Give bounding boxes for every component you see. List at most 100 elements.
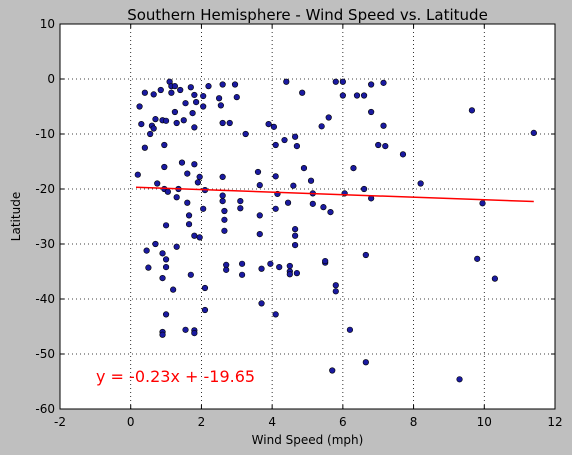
data-point — [183, 327, 189, 333]
data-point — [177, 87, 183, 93]
data-point — [340, 93, 346, 99]
y-tick-label: -10 — [35, 127, 55, 141]
data-point — [340, 79, 346, 85]
data-point — [216, 95, 222, 101]
data-point — [319, 124, 325, 130]
data-point — [163, 223, 169, 229]
data-point — [287, 263, 293, 269]
data-point — [186, 221, 192, 227]
data-point — [153, 241, 159, 247]
x-tick-label: 12 — [547, 415, 562, 429]
data-point — [142, 90, 148, 96]
data-point — [220, 174, 226, 180]
data-point — [160, 275, 166, 281]
data-point — [268, 261, 274, 267]
data-point — [184, 171, 190, 177]
data-point — [234, 94, 240, 100]
data-point — [170, 287, 176, 293]
data-point — [158, 87, 164, 93]
data-point — [276, 264, 282, 270]
data-point — [326, 115, 332, 121]
x-tick-label: 8 — [410, 415, 418, 429]
data-point — [259, 266, 265, 272]
data-point — [142, 145, 148, 151]
data-point — [282, 137, 288, 143]
data-point — [480, 201, 486, 207]
data-point — [163, 118, 169, 124]
data-point — [294, 270, 300, 276]
data-point — [321, 204, 327, 210]
data-point — [160, 332, 166, 338]
data-point — [273, 142, 279, 148]
data-point — [283, 79, 289, 85]
data-point — [174, 244, 180, 250]
data-point — [457, 377, 463, 383]
data-point — [257, 231, 263, 237]
data-point — [368, 109, 374, 115]
data-point — [144, 248, 150, 254]
data-point — [206, 83, 212, 89]
data-point — [135, 172, 141, 178]
data-point — [197, 235, 203, 241]
data-point — [220, 120, 226, 126]
y-axis-label: Latitude — [9, 192, 23, 241]
y-tick-label: 0 — [47, 72, 55, 86]
data-point — [192, 330, 198, 336]
data-point — [193, 99, 199, 105]
data-point — [328, 209, 334, 215]
data-point — [195, 180, 201, 186]
y-tick-label: -20 — [35, 182, 55, 196]
x-axis-label: Wind Speed (mph) — [252, 433, 364, 447]
data-point — [239, 272, 245, 278]
data-point — [418, 181, 424, 187]
data-point — [202, 285, 208, 291]
data-point — [292, 226, 298, 232]
data-point — [162, 164, 168, 170]
data-point — [333, 282, 339, 288]
x-tick-label: 2 — [198, 415, 206, 429]
data-point — [301, 165, 307, 171]
y-tick-label: -40 — [35, 292, 55, 306]
data-point — [186, 213, 192, 219]
data-point — [154, 181, 160, 187]
data-point — [174, 194, 180, 200]
data-point — [531, 130, 537, 136]
y-tick-label: -50 — [35, 347, 55, 361]
data-point — [151, 126, 157, 132]
data-point — [351, 165, 357, 171]
data-point — [292, 134, 298, 140]
data-point — [163, 264, 169, 270]
data-point — [153, 116, 159, 122]
data-point — [363, 252, 369, 258]
data-point — [179, 160, 185, 166]
data-point — [172, 109, 178, 115]
data-point — [361, 93, 367, 99]
data-point — [172, 83, 178, 89]
data-point — [192, 233, 198, 239]
data-point — [139, 121, 145, 127]
x-tick-label: 0 — [127, 415, 135, 429]
data-point — [255, 169, 261, 175]
data-point — [469, 108, 475, 114]
data-point — [163, 312, 169, 318]
data-point — [151, 92, 157, 98]
data-point — [273, 312, 279, 318]
data-point — [347, 327, 353, 333]
data-point — [223, 267, 229, 273]
data-point — [137, 104, 143, 110]
data-point — [227, 120, 233, 126]
regression-equation: y = -0.23x + -19.65 — [96, 367, 255, 386]
data-point — [294, 143, 300, 149]
data-point — [292, 242, 298, 248]
data-point — [291, 183, 297, 189]
data-point — [381, 123, 387, 129]
data-point — [310, 201, 316, 207]
x-tick-label: -2 — [54, 415, 66, 429]
data-point — [257, 182, 263, 188]
data-point — [184, 200, 190, 206]
data-point — [169, 90, 175, 96]
data-point — [273, 206, 279, 212]
data-point — [474, 256, 480, 262]
data-point — [222, 217, 228, 223]
